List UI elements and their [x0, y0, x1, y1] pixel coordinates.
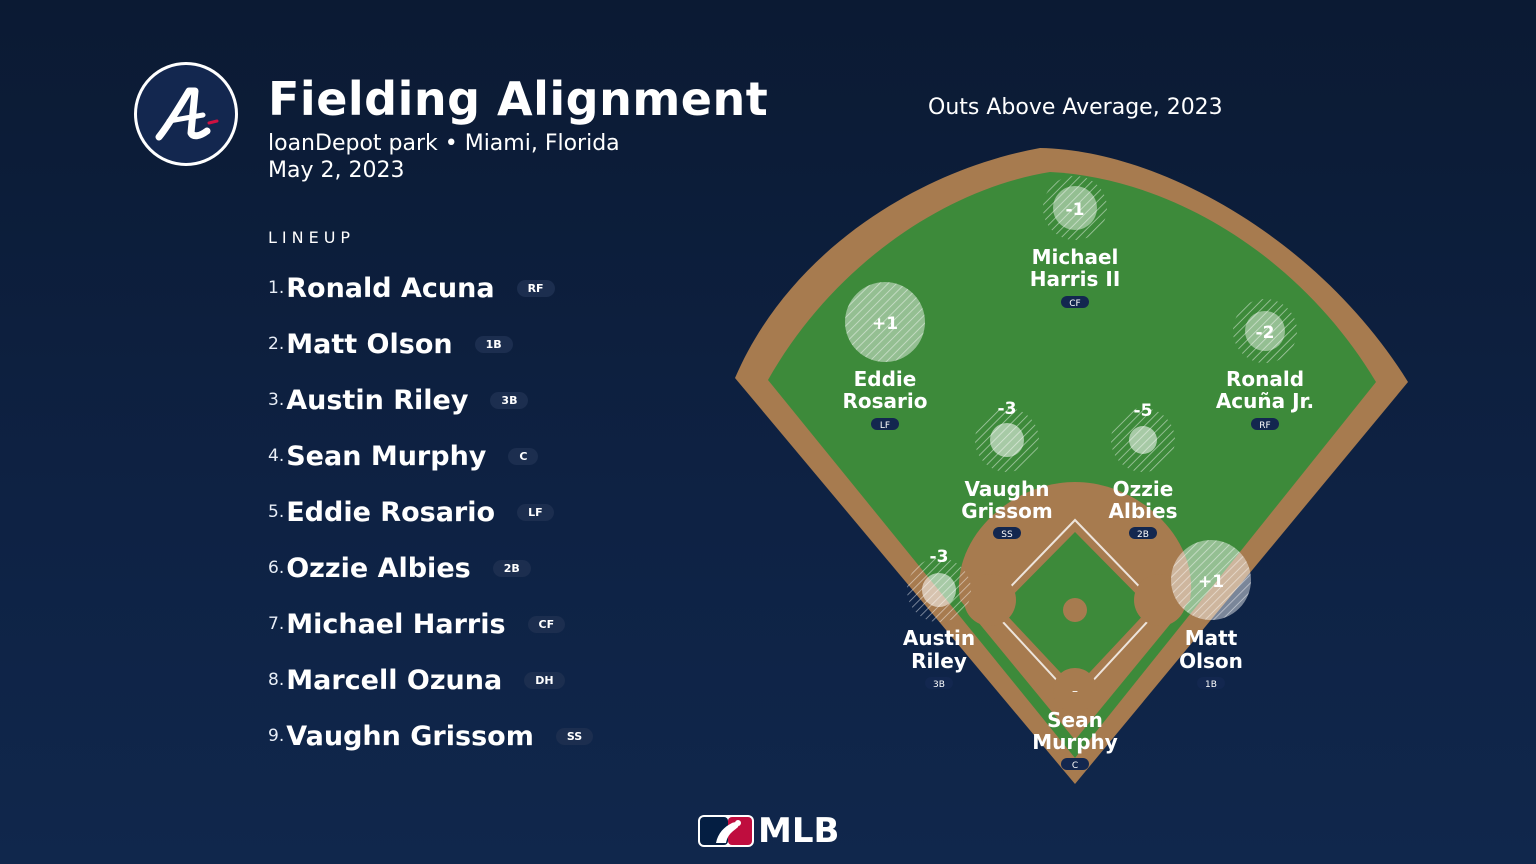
- player-name-line2: Rosario: [843, 389, 928, 413]
- lineup-item: 3. Austin Riley 3B: [268, 372, 593, 428]
- player-name-line2: Olson: [1179, 649, 1243, 673]
- player-name-line1: Austin: [903, 626, 975, 650]
- player-marker-c: – Sean Murphy C: [1032, 684, 1118, 771]
- lineup-player-name: Ozzie Albies: [286, 552, 471, 584]
- position-badge: CF: [527, 615, 566, 633]
- lineup-number: 9.: [268, 726, 285, 746]
- position-badge: CF: [1069, 299, 1080, 309]
- venue-subtitle: loanDepot park • Miami, Florida: [268, 131, 620, 156]
- lineup-heading: LINEUP: [268, 228, 356, 247]
- player-name-line1: Michael: [1032, 245, 1119, 269]
- lineup-number: 5.: [268, 502, 285, 522]
- player-name-line1: Sean: [1047, 708, 1103, 732]
- player-marker-1b: +1 Matt Olson 1B: [1171, 540, 1251, 690]
- lineup-player-name: Matt Olson: [286, 328, 453, 360]
- base-paths: [988, 518, 1162, 702]
- player-marker-rf: -2 Ronald Acuña Jr. RF: [1216, 299, 1314, 431]
- position-badge: 1B: [474, 335, 513, 353]
- player-name-line2: Murphy: [1032, 730, 1118, 754]
- player-marker-ss: -3 Vaughn Grissom SS: [961, 399, 1053, 540]
- player-marker-cf: -1 Michael Harris II CF: [1030, 176, 1121, 309]
- lineup-item: 5. Eddie Rosario LF: [268, 484, 593, 540]
- team-logo-icon: [134, 62, 238, 166]
- position-badge: 2B: [492, 559, 531, 577]
- lineup-item: 4. Sean Murphy C: [268, 428, 593, 484]
- lineup-player-name: Sean Murphy: [286, 440, 487, 472]
- field-title: Outs Above Average, 2023: [928, 95, 1223, 120]
- lineup-player-name: Eddie Rosario: [286, 496, 496, 528]
- player-name-line1: Matt: [1185, 626, 1238, 650]
- lineup-item: 2. Matt Olson 1B: [268, 316, 593, 372]
- lineup-item: 6. Ozzie Albies 2B: [268, 540, 593, 596]
- lineup-item: 7. Michael Harris CF: [268, 596, 593, 652]
- lineup-number: 2.: [268, 334, 285, 354]
- lineup-player-name: Vaughn Grissom: [286, 720, 534, 752]
- lineup-number: 4.: [268, 446, 285, 466]
- player-marker-3b: -3 Austin Riley 3B: [903, 547, 975, 690]
- position-badge: RF: [516, 279, 555, 297]
- position-badge: RF: [1259, 421, 1270, 431]
- lineup-number: 7.: [268, 614, 285, 634]
- oaa-value: -3: [930, 547, 949, 567]
- lineup-player-name: Michael Harris: [286, 608, 506, 640]
- position-badge: 1B: [1205, 680, 1217, 690]
- lineup-number: 6.: [268, 558, 285, 578]
- lineup-item: 1. Ronald Acuna RF: [268, 260, 593, 316]
- oaa-value: –: [1072, 684, 1078, 698]
- lineup-list: 1. Ronald Acuna RF 2. Matt Olson 1B 3. Austin…: [268, 260, 594, 764]
- home-plate-dirt: [1053, 668, 1097, 712]
- player-name-line2: Acuña Jr.: [1216, 389, 1314, 413]
- oaa-value: +1: [872, 314, 898, 334]
- position-badge: DH: [524, 671, 565, 689]
- page-title: Fielding Alignment: [268, 72, 769, 126]
- lineup-number: 8.: [268, 670, 285, 690]
- player-marker-lf: +1 Eddie Rosario LF: [843, 282, 928, 431]
- player-marker-2b: -5 Ozzie Albies 2B: [1109, 401, 1178, 540]
- game-date: May 2, 2023: [268, 158, 405, 183]
- third-base-dirt: [964, 574, 1016, 626]
- position-badge: 3B: [490, 391, 529, 409]
- oaa-value: -5: [1134, 401, 1153, 421]
- position-badge: LF: [880, 421, 890, 431]
- player-name-line1: Eddie: [854, 367, 917, 391]
- lineup-item: 9. Vaughn Grissom SS: [268, 708, 594, 764]
- oaa-value: +1: [1198, 572, 1224, 592]
- player-name-line1: Vaughn: [965, 477, 1050, 501]
- oaa-value: -2: [1256, 323, 1275, 343]
- player-name-line2: Riley: [911, 649, 967, 673]
- lineup-player-name: Ronald Acuna: [286, 272, 495, 304]
- position-badge: C: [1072, 761, 1078, 771]
- mlb-logo: MLB: [698, 811, 840, 851]
- player-name-line2: Grissom: [961, 499, 1053, 523]
- lineup-number: 3.: [268, 390, 285, 410]
- oaa-value: -3: [998, 399, 1017, 419]
- position-badge: SS: [555, 727, 594, 745]
- braves-a-icon: [155, 87, 219, 141]
- oaa-value: -1: [1066, 200, 1085, 220]
- position-badge: C: [508, 447, 539, 465]
- player-name-line1: Ozzie: [1113, 477, 1174, 501]
- lineup-number: 1.: [268, 278, 285, 298]
- mlb-wordmark: MLB: [758, 811, 840, 851]
- player-name-line1: Ronald: [1226, 367, 1304, 391]
- pitchers-mound: [1063, 598, 1087, 622]
- player-name-line2: Harris II: [1030, 267, 1121, 291]
- position-badge: 2B: [1137, 530, 1149, 540]
- lineup-player-name: Marcell Ozuna: [286, 664, 503, 696]
- lineup-item: 8. Marcell Ozuna DH: [268, 652, 593, 708]
- position-badge: SS: [1001, 530, 1013, 540]
- position-badge: LF: [517, 503, 554, 521]
- player-name-line2: Albies: [1109, 499, 1178, 523]
- mlb-batter-icon: [698, 815, 754, 847]
- position-badge: 3B: [933, 680, 945, 690]
- lineup-player-name: Austin Riley: [286, 384, 469, 416]
